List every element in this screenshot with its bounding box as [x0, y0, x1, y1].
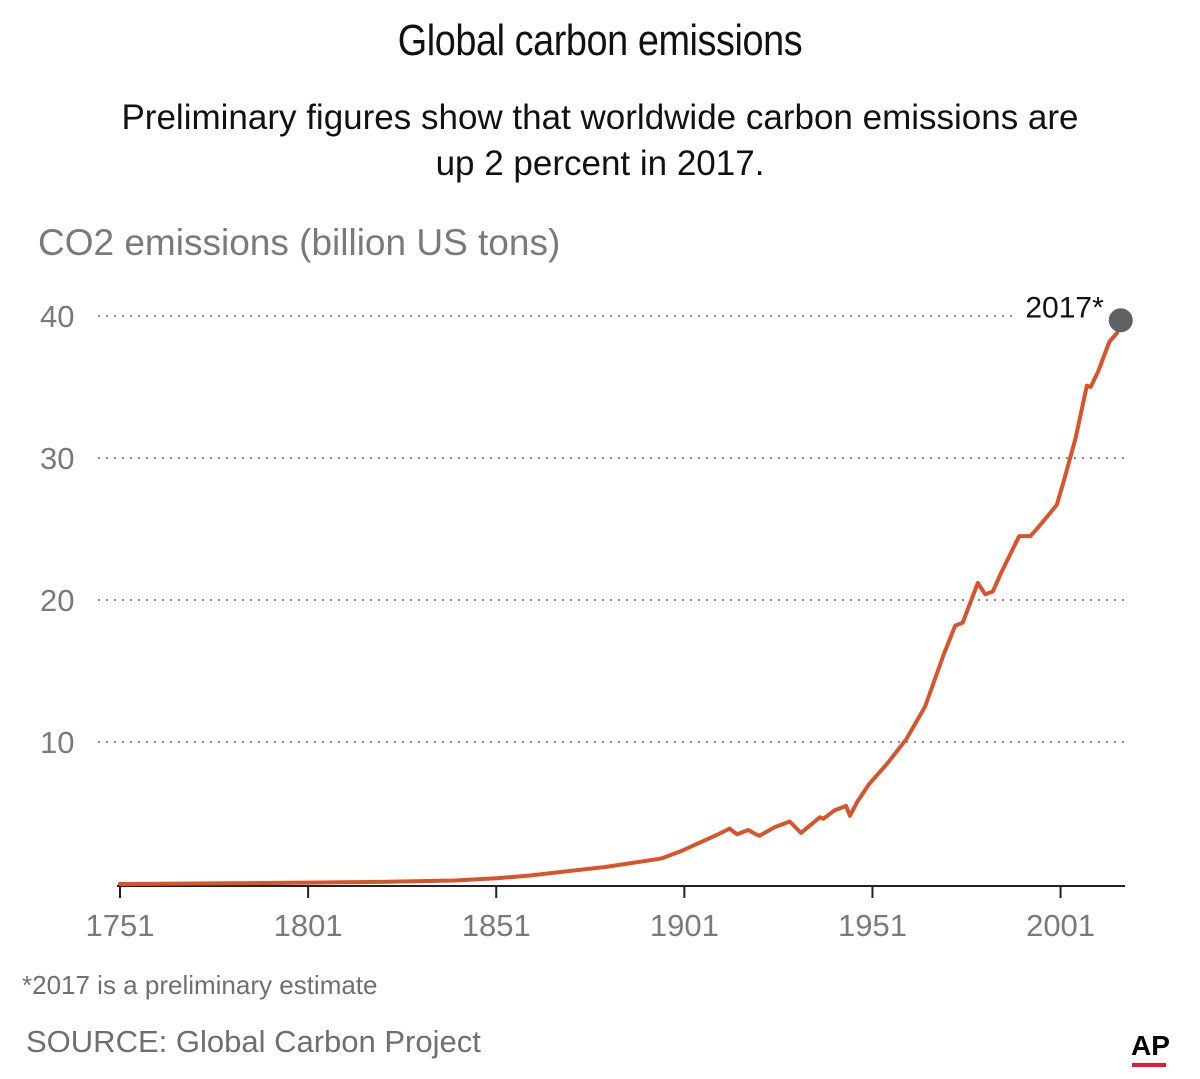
marker-2017-label: 2017* [1025, 291, 1104, 324]
footnote: *2017 is a preliminary estimate [22, 970, 378, 1000]
ap-logo-underline [1132, 1063, 1166, 1067]
marker-2017-point [1108, 308, 1133, 333]
chart-title: Global carbon emissions [397, 16, 803, 65]
y-axis-label: CO2 emissions (billion US tons) [38, 222, 561, 263]
chart-subtitle: Preliminary figures show that worldwide … [121, 98, 1079, 183]
y-tick-40: 40 [40, 299, 74, 334]
y-tick-10: 10 [40, 725, 74, 760]
y-tick-20: 20 [40, 583, 74, 618]
y-tick-30: 30 [40, 441, 74, 476]
emissions-line [118, 331, 1119, 886]
x-tick-1801: 1801 [274, 908, 343, 943]
y-tick-labels: 10 20 30 40 [40, 299, 74, 760]
x-tick-1751: 1751 [86, 908, 155, 943]
ap-logo: AP [1131, 1030, 1170, 1061]
x-tick-2001: 2001 [1026, 908, 1095, 943]
x-tick-1851: 1851 [462, 908, 531, 943]
x-tick-1951: 1951 [838, 908, 907, 943]
x-tick-labels: 1751 1801 1851 1901 1951 2001 [86, 886, 1095, 943]
x-tick-1901: 1901 [650, 908, 719, 943]
source-credit: SOURCE: Global Carbon Project [26, 1024, 481, 1059]
gridlines [98, 315, 1125, 743]
